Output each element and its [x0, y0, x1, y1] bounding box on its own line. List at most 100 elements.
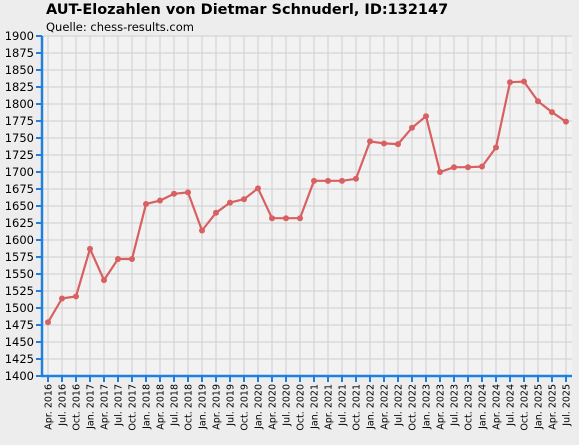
x-tick-label: Jan. 2019 [198, 384, 209, 430]
x-tick-label: Jul. 2016 [58, 384, 69, 427]
x-tick-label: Apr. 2025 [548, 384, 559, 430]
y-tick-label: 1400 [5, 369, 34, 383]
data-point [143, 200, 149, 207]
x-tick-label: Oct. 2019 [240, 384, 251, 431]
data-point [423, 113, 429, 120]
x-tick-label: Apr. 2024 [492, 384, 503, 430]
x-tick-label: Oct. 2024 [520, 384, 531, 431]
data-point [87, 245, 93, 252]
y-tick-label: 1625 [5, 216, 34, 230]
data-point [465, 164, 471, 171]
x-tick-label: Oct. 2022 [408, 384, 419, 431]
data-point [269, 215, 275, 222]
data-point [115, 256, 121, 263]
data-point [227, 199, 233, 206]
x-tick-label: Jan. 2025 [534, 384, 545, 430]
x-tick-label: Apr. 2019 [212, 384, 223, 430]
data-point [59, 295, 65, 302]
y-tick-label: 1500 [5, 301, 34, 315]
data-point [311, 177, 317, 184]
y-tick-label: 1575 [5, 250, 34, 264]
data-point [395, 141, 401, 148]
data-point [451, 164, 457, 171]
data-point [283, 215, 289, 222]
y-tick-label: 1775 [5, 114, 34, 128]
x-tick-label: Jul. 2024 [506, 384, 517, 427]
x-tick-label: Jan. 2023 [422, 384, 433, 430]
data-point [199, 227, 205, 234]
data-point [437, 169, 443, 175]
data-point [339, 177, 345, 184]
x-tick-label: Jul. 2018 [170, 384, 181, 427]
y-tick-label: 1825 [5, 80, 34, 94]
y-tick-label: 1750 [5, 131, 34, 145]
y-tick-label: 1725 [5, 148, 34, 162]
y-tick-label: 1425 [5, 352, 34, 366]
x-tick-label: Apr. 2016 [44, 384, 55, 430]
data-point [185, 189, 191, 196]
data-point [353, 175, 359, 182]
x-tick-label: Jul. 2017 [114, 384, 125, 427]
y-tick-label: 1675 [5, 182, 34, 196]
x-tick-label: Jan. 2024 [478, 384, 489, 430]
x-tick-label: Oct. 2016 [72, 384, 83, 431]
x-tick-label: Jan. 2018 [142, 384, 153, 430]
data-point [171, 190, 177, 197]
y-tick-label: 1450 [5, 335, 34, 349]
x-tick-label: Oct. 2023 [464, 384, 475, 431]
y-tick-label: 1900 [5, 29, 34, 43]
data-point [101, 277, 107, 284]
data-point [129, 256, 135, 263]
chart-title: AUT-Elozahlen von Dietmar Schnuderl, ID:… [46, 2, 449, 18]
data-point [479, 163, 485, 170]
x-tick-label: Apr. 2017 [100, 384, 111, 430]
data-point [563, 118, 569, 125]
x-tick-label: Jan. 2022 [366, 384, 377, 430]
x-tick-label: Apr. 2021 [324, 384, 335, 430]
x-tick-label: Jan. 2017 [86, 384, 97, 430]
x-tick-label: Apr. 2020 [268, 384, 279, 430]
data-point [549, 109, 555, 116]
data-point [255, 185, 261, 192]
chart-subtitle: Quelle: chess-results.com [46, 20, 194, 34]
y-tick-label: 1850 [5, 63, 34, 77]
data-point [157, 197, 163, 204]
x-tick-label: Oct. 2017 [128, 384, 139, 431]
data-point [521, 78, 527, 85]
x-tick-label: Apr. 2022 [380, 384, 391, 430]
data-point [367, 138, 373, 145]
data-point [409, 124, 415, 131]
data-point [45, 319, 51, 326]
data-point [213, 209, 219, 216]
y-tick-label: 1875 [5, 46, 34, 60]
y-tick-label: 1800 [5, 97, 34, 111]
y-tick-label: 1700 [5, 165, 34, 179]
data-point [73, 293, 79, 300]
x-tick-label: Jan. 2021 [310, 384, 321, 430]
x-tick-label: Jul. 2023 [450, 384, 461, 427]
data-point [535, 98, 541, 105]
data-point [241, 196, 247, 203]
y-tick-label: 1600 [5, 233, 34, 247]
x-tick-label: Jan. 2020 [254, 384, 265, 430]
data-point [507, 79, 513, 86]
data-point [381, 140, 387, 147]
x-tick-label: Jul. 2019 [226, 384, 237, 427]
x-tick-label: Apr. 2018 [156, 384, 167, 430]
x-tick-label: Oct. 2018 [184, 384, 195, 431]
data-point [297, 215, 303, 222]
x-tick-label: Jul. 2020 [282, 384, 293, 427]
y-tick-label: 1650 [5, 199, 34, 213]
y-tick-label: 1525 [5, 284, 34, 298]
x-tick-label: Jul. 2025 [562, 384, 573, 427]
x-tick-label: Apr. 2023 [436, 384, 447, 430]
x-tick-label: Oct. 2020 [296, 384, 307, 431]
data-point [493, 144, 499, 151]
data-point [325, 177, 331, 184]
x-tick-label: Oct. 2021 [352, 384, 363, 431]
y-tick-label: 1475 [5, 318, 34, 332]
y-tick-label: 1550 [5, 267, 34, 281]
x-tick-label: Jul. 2022 [394, 384, 405, 427]
x-tick-label: Jul. 2021 [338, 384, 349, 427]
